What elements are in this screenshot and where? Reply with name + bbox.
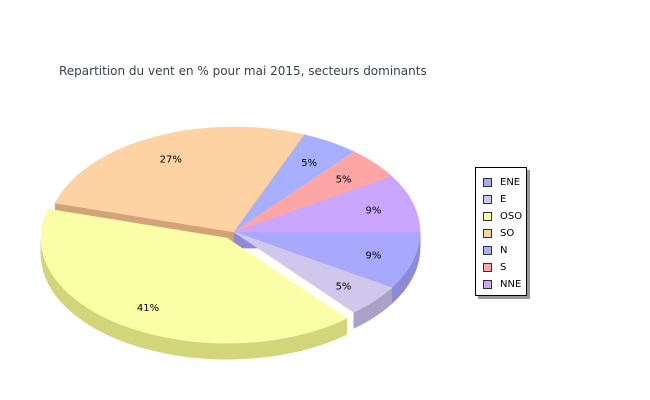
slice-label-oso: 41% bbox=[137, 303, 159, 314]
legend-item-nne: NNE bbox=[476, 276, 526, 293]
slice-label-e: 5% bbox=[336, 282, 352, 293]
chart-title: Repartition du vent en % pour mai 2015, … bbox=[59, 64, 427, 78]
slice-label-so: 27% bbox=[160, 154, 182, 165]
legend-label: ENE bbox=[500, 177, 521, 188]
legend-label: E bbox=[500, 194, 507, 205]
legend-item-n: N bbox=[476, 242, 526, 259]
legend-item-ene: ENE bbox=[476, 174, 526, 191]
legend: ENE E OSO SO N S NNE bbox=[475, 167, 527, 296]
legend-item-oso: OSO bbox=[476, 208, 526, 225]
legend-swatch bbox=[483, 178, 492, 187]
legend-label: OSO bbox=[500, 211, 523, 222]
pie-slice-ene bbox=[233, 231, 421, 289]
legend-swatch bbox=[483, 246, 492, 255]
legend-swatch bbox=[483, 229, 492, 238]
pie-slice-nne bbox=[233, 175, 421, 233]
legend-label: N bbox=[500, 245, 508, 256]
legend-item-s: S bbox=[476, 259, 526, 276]
legend-swatch bbox=[483, 263, 492, 272]
slice-label-n: 5% bbox=[301, 158, 317, 169]
legend-swatch bbox=[483, 280, 492, 289]
pie-slice-so bbox=[54, 126, 306, 233]
slice-label-nne: 9% bbox=[365, 205, 381, 216]
legend-label: NNE bbox=[500, 279, 522, 290]
legend-item-e: E bbox=[476, 191, 526, 208]
pie-slice-oso bbox=[40, 208, 348, 344]
legend-item-so: SO bbox=[476, 225, 526, 242]
legend-swatch bbox=[483, 195, 492, 204]
slice-label-s: 5% bbox=[336, 174, 352, 185]
legend-label: SO bbox=[500, 228, 515, 239]
legend-swatch bbox=[483, 212, 492, 221]
legend-label: S bbox=[500, 262, 507, 273]
pie-slice-e bbox=[233, 231, 393, 313]
slice-label-ene: 9% bbox=[365, 251, 381, 262]
